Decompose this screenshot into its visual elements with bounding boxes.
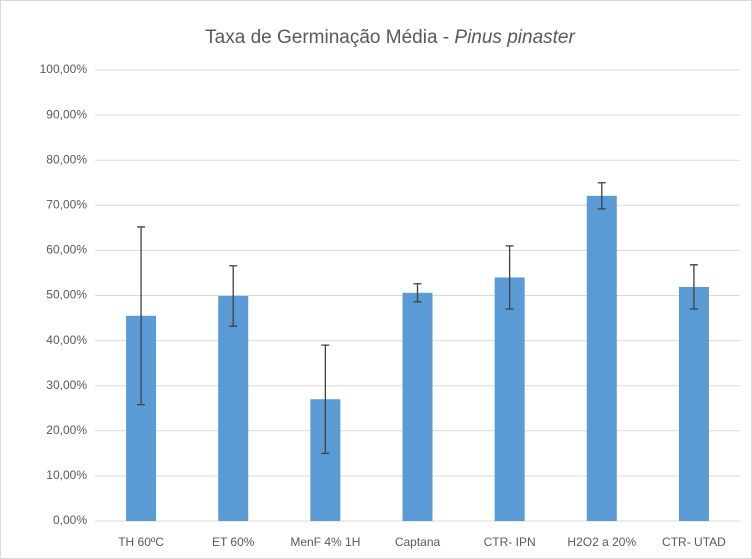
error-bar [321, 344, 330, 454]
error-bar [229, 265, 238, 327]
x-tick-label: Captana [395, 535, 441, 549]
bar [494, 277, 525, 521]
x-tick-label: CTR- IPN [484, 535, 536, 549]
y-tick-label: 60,00% [46, 243, 87, 257]
y-tick-label: 50,00% [46, 288, 87, 302]
title-italic: Pinus pinaster [454, 27, 575, 48]
error-bar [413, 283, 422, 303]
y-tick-label: 40,00% [46, 333, 87, 347]
bar [218, 295, 249, 521]
y-tick-label: 90,00% [46, 107, 87, 121]
y-tick-label: 100,00% [40, 62, 88, 76]
error-bar [505, 245, 514, 310]
bar [402, 292, 433, 521]
y-tick-label: 0,00% [53, 513, 87, 527]
y-tick-label: 20,00% [46, 423, 87, 437]
error-bar [689, 264, 698, 310]
y-tick-label: 70,00% [46, 197, 87, 211]
y-tick-label: 30,00% [46, 378, 87, 392]
x-tick-label: MenF 4% 1H [290, 535, 360, 549]
x-tick-label: ET 60% [212, 535, 255, 549]
y-tick-label: 80,00% [46, 152, 87, 166]
chart-title: Taxa de Germinação Média - Pinus pinaste… [205, 27, 575, 48]
title-text: Taxa de Germinação Média - [205, 27, 454, 48]
y-tick-label: 10,00% [46, 468, 87, 482]
bar [678, 286, 709, 521]
bar [586, 195, 617, 522]
error-bar [137, 226, 146, 406]
x-tick-label: CTR- UTAD [662, 535, 726, 549]
x-tick-label: H2O2 a 20% [567, 535, 636, 549]
error-bar [597, 182, 606, 210]
x-tick-label: TH 60ºC [118, 535, 164, 549]
